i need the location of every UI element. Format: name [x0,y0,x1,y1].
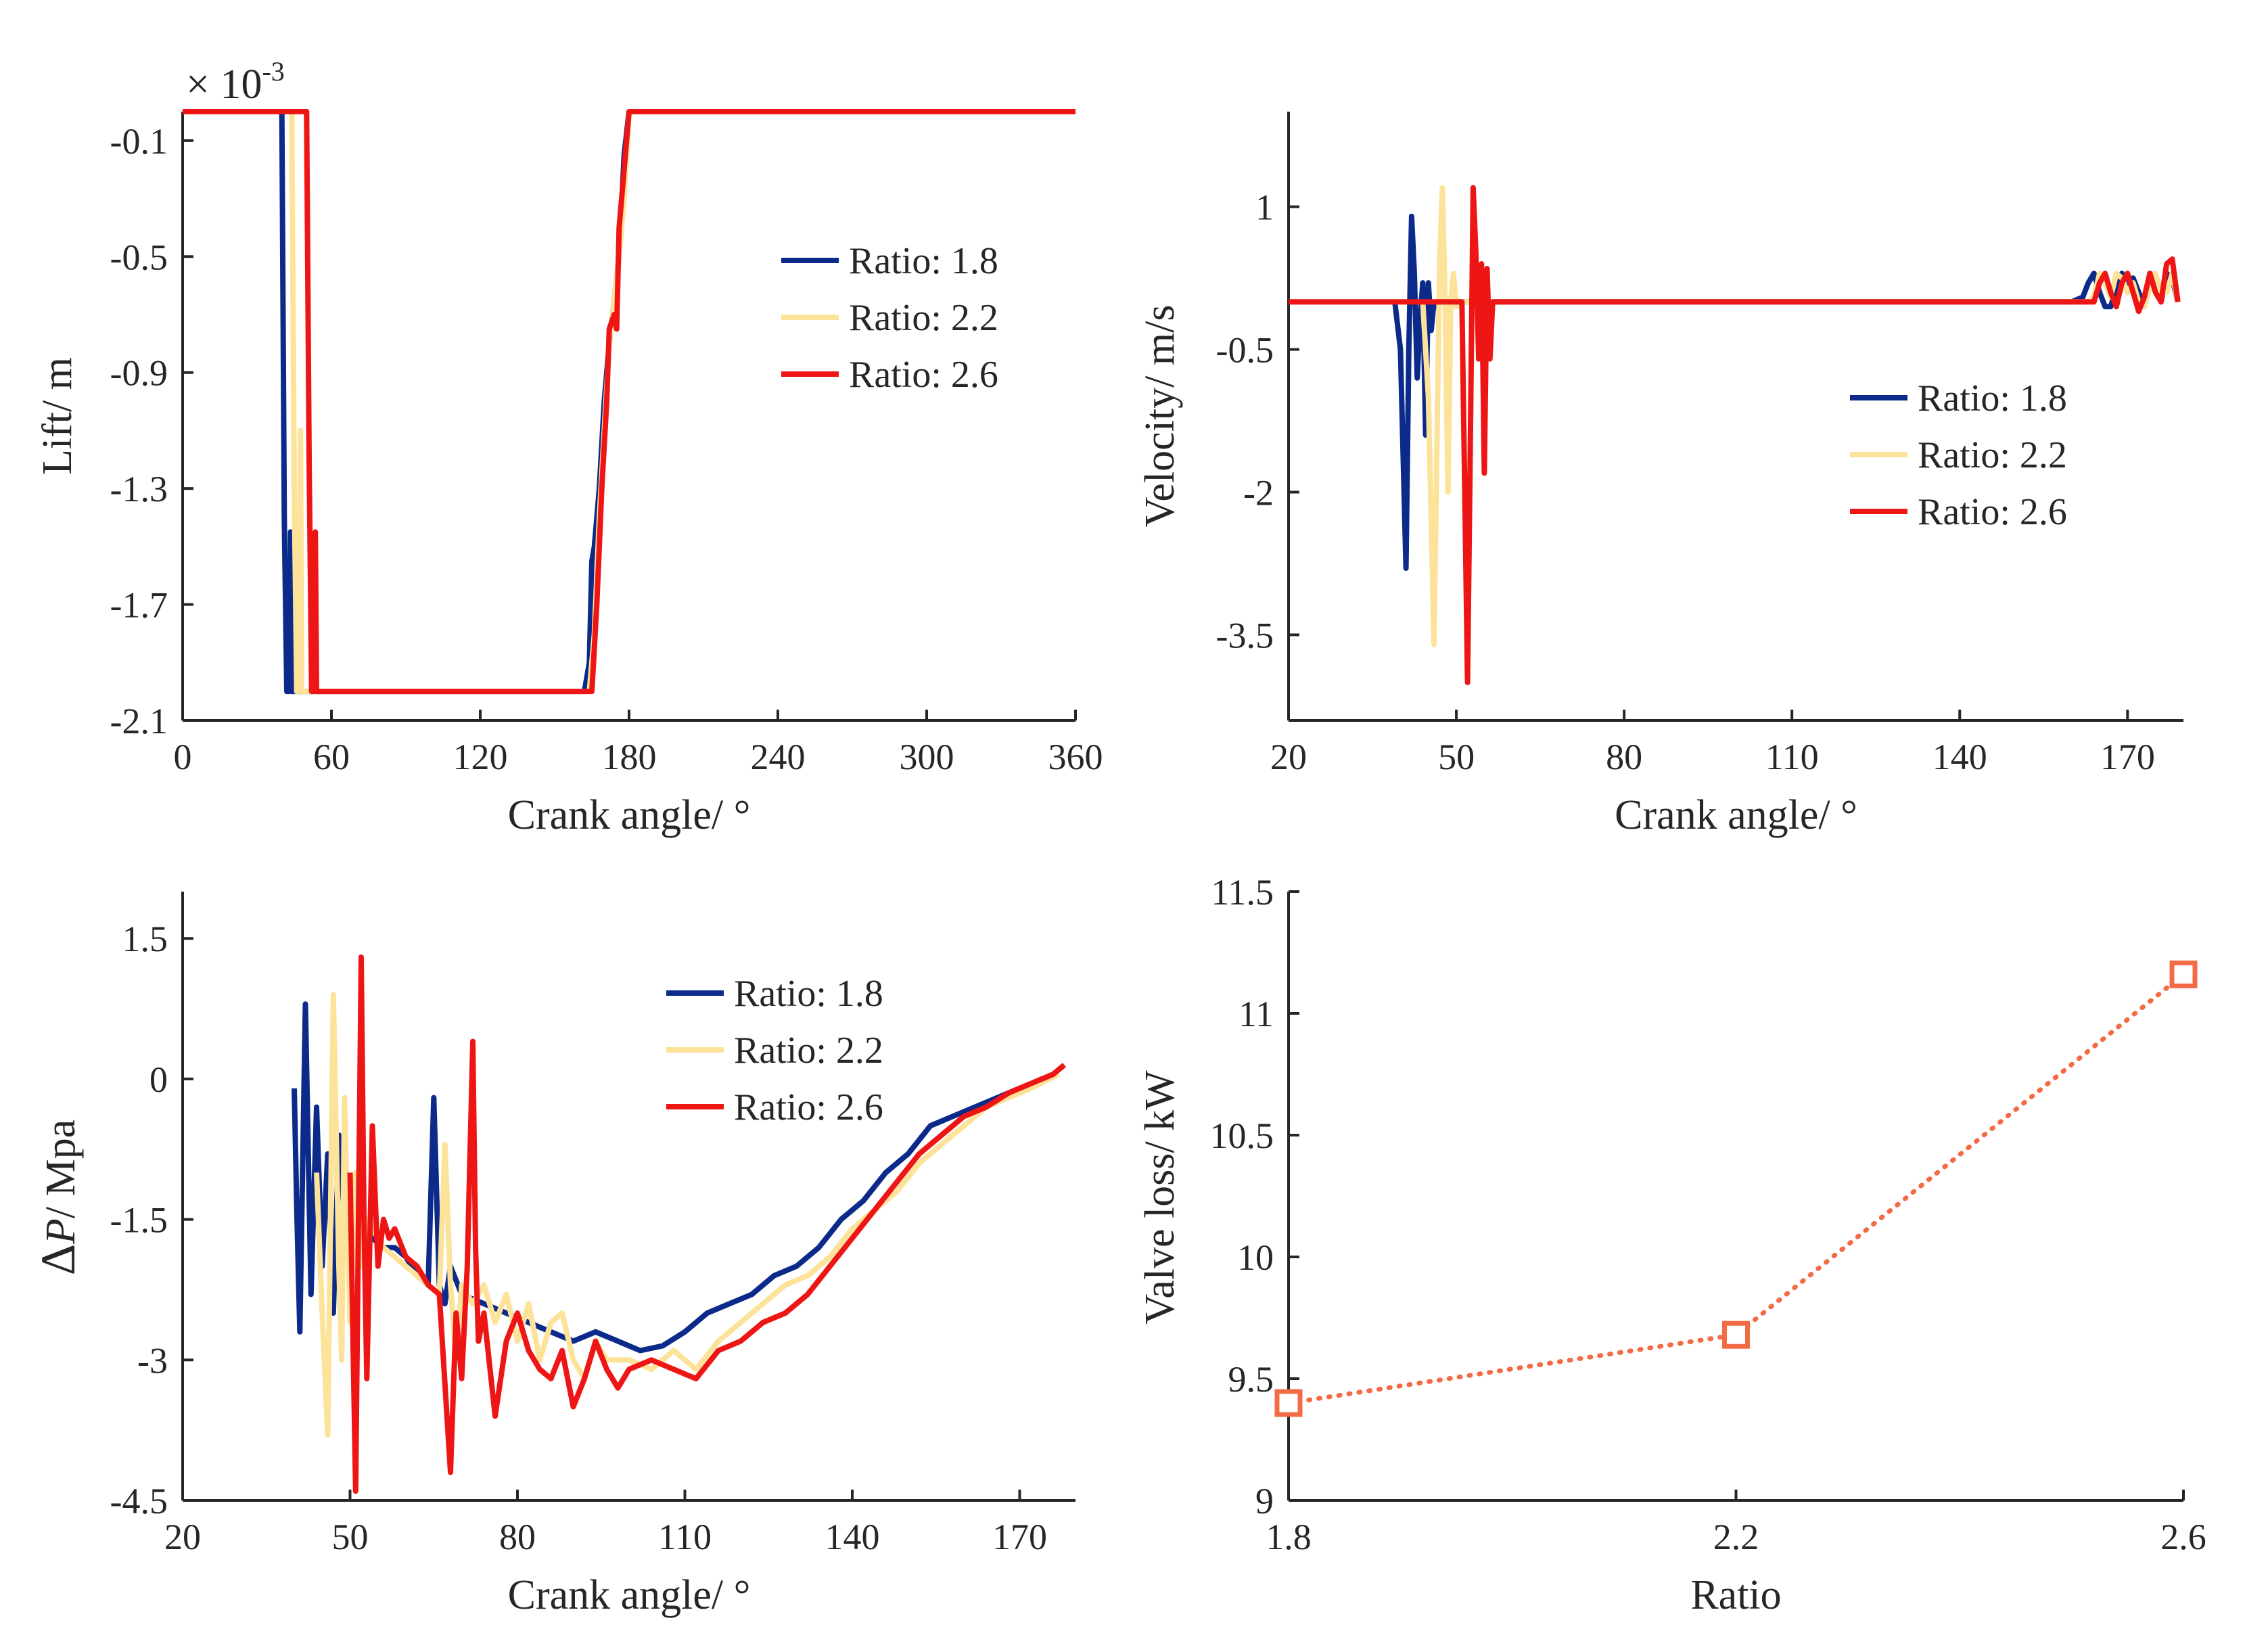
x-tick-label: 120 [453,737,508,777]
y-tick-label: -0.5 [1216,330,1274,371]
x-tick-label: 170 [2100,737,2155,777]
legend-label: Ratio: 2.2 [734,1030,883,1072]
x-tick-label: 170 [992,1517,1047,1557]
y-axis-label-delta: Δ [31,1244,85,1275]
y-tick-label: -1.3 [110,469,168,509]
data-point-marker [1722,1320,1750,1349]
x-tick-label: 110 [1765,737,1819,777]
series-line-3 [347,954,1067,1494]
x-tick-label: 2.2 [1713,1517,1759,1557]
data-point-marker [1274,1389,1303,1417]
y-tick-label: 1 [1255,187,1274,228]
y-axis-label-unit: / Mpa [38,1120,84,1218]
y-tick-label: -3 [137,1340,168,1381]
valve-loss-panel: 1.8 2.2 2.6 11.5 11 10.5 10 9.5 9 Ratio Valve loss… [1137,872,2206,1618]
legend-label: Ratio: 2.6 [1918,491,2067,533]
y-tick-label: 1.5 [122,919,168,959]
x-tick-label: 140 [1933,737,1987,777]
x-tick-label: 110 [658,1517,712,1557]
x-tick-label: 300 [900,737,954,777]
x-tick-label: 1.8 [1266,1517,1312,1557]
series-line-3 [1289,185,2181,685]
y-tick-label: -1.5 [110,1200,168,1241]
x-axis-label: Crank angle/ ° [508,1572,751,1618]
y-axis-label: Velocity/ m/s [1137,305,1183,528]
y-tick-label: -2.1 [110,701,168,741]
exponent-power: -3 [262,56,284,87]
x-tick-label: 50 [332,1517,369,1557]
x-axis-label: Crank angle/ ° [1615,792,1857,838]
y-tick-label: 10.5 [1210,1116,1274,1156]
y-tick-label: -0.5 [110,237,168,277]
legend-label: Ratio: 2.6 [734,1086,883,1128]
x-tick-label: 60 [313,737,350,777]
y-tick-label: -0.1 [110,121,168,162]
y-tick-label: -0.9 [110,353,168,394]
legend-label: Ratio: 1.8 [734,973,883,1015]
x-axis-label: Ratio [1690,1572,1781,1618]
series-line-1 [1289,971,2183,1406]
lift-panel: 0 60 120 180 240 300 360 -0.1 -0.5 -0.9 -1.3 -1.7 -2… [34,56,1103,838]
y-tick-label: -1.7 [110,585,168,626]
x-tick-label: 20 [164,1517,201,1557]
x-tick-label: 180 [602,737,657,777]
y-tick-label: -4.5 [110,1481,168,1521]
x-tick-label: 360 [1048,737,1103,777]
y-tick-label: 10 [1237,1237,1274,1278]
legend-label: Ratio: 2.6 [849,354,998,396]
y-axis-label: Lift/ m [34,357,80,475]
x-axis-label: Crank angle/ ° [508,792,751,838]
x-tick-label: 80 [1606,737,1642,777]
y-tick-label: 0 [149,1059,168,1100]
y-tick-label: -3.5 [1216,615,1274,656]
x-tick-label: 20 [1270,737,1307,777]
series-line-3 [183,109,1075,695]
y-tick-label: -2 [1243,473,1274,513]
x-tick-label: 140 [825,1517,880,1557]
y-axis-label: Valve loss/ kW [1137,1070,1183,1325]
velocity-panel: 20 50 80 110 140 170 1 -0.5 -2 -3.5 Crank angle/ °… [1137,112,2183,838]
legend-label: Ratio: 2.2 [1918,434,2067,476]
exponent-label: × 10-3 [186,56,285,108]
y-tick-label: 9 [1255,1481,1274,1521]
data-point-marker [2169,960,2198,988]
x-tick-label: 50 [1438,737,1475,777]
y-tick-label: 11 [1239,994,1274,1034]
legend-label: Ratio: 1.8 [1918,377,2067,419]
legend-label: Ratio: 2.2 [849,297,998,339]
x-tick-label: 80 [499,1517,536,1557]
series-line-2 [314,992,1061,1438]
y-tick-label: 11.5 [1211,872,1274,913]
legend-label: Ratio: 1.8 [849,240,998,282]
y-axis-label-var: P [38,1218,84,1245]
pressure-drop-panel: 20 50 80 110 140 170 1.5 0 -1.5 -3 -4.5 Crank angle… [31,892,1075,1618]
y-axis-label: ΔP/ Mpa [31,1120,85,1276]
series-line-1 [292,1001,1060,1354]
y-tick-label: 9.5 [1228,1359,1274,1400]
x-tick-label: 2.6 [2160,1517,2206,1557]
x-tick-label: 0 [174,737,192,777]
x-tick-label: 240 [751,737,806,777]
